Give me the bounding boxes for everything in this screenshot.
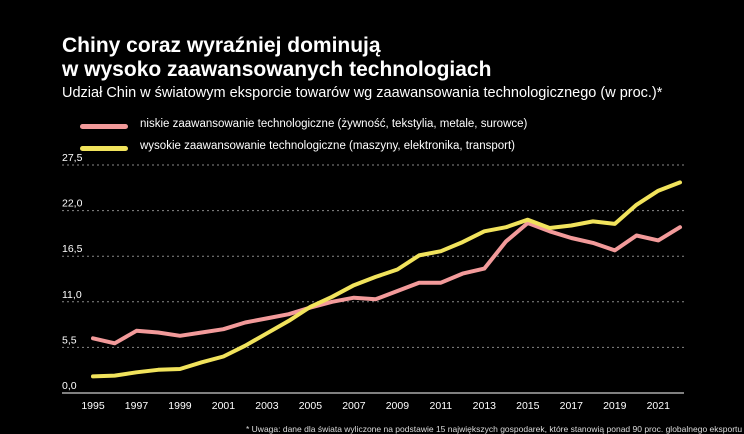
- series-line-low: [91, 221, 682, 346]
- x-tick-label: 1997: [125, 400, 149, 412]
- y-tick-label: 5,5: [62, 334, 77, 346]
- x-tick-label: 2003: [255, 400, 279, 412]
- x-tick-label: 2017: [560, 400, 584, 412]
- chart-title: Chiny coraz wyraźniej dominują w wysoko …: [62, 34, 491, 82]
- x-tick-label: 2005: [299, 400, 323, 412]
- y-tick-label: 11,0: [62, 289, 82, 301]
- x-tick-label: 2001: [212, 400, 236, 412]
- legend-label-low: niskie zaawansowanie technologiczne (żyw…: [140, 118, 528, 130]
- x-tick-label: 2015: [516, 400, 540, 412]
- x-tick-label: 2011: [430, 400, 453, 412]
- x-tick-label: 1999: [168, 400, 192, 412]
- chart-title-line1: Chiny coraz wyraźniej dominują: [62, 34, 381, 57]
- footnote: * Uwaga: dane dla świata wyliczone na po…: [246, 424, 743, 434]
- legend-swatch-high: [80, 146, 128, 151]
- series-line-high: [91, 180, 682, 379]
- x-tick-label: 2007: [342, 400, 366, 412]
- y-tick-label: 27,5: [62, 152, 83, 164]
- x-tick-label: 2019: [603, 400, 627, 412]
- x-tick-label: 2009: [386, 400, 410, 412]
- legend-label-high: wysokie zaawansowanie technologiczne (ma…: [140, 140, 515, 152]
- x-tick-label: 2021: [647, 400, 671, 412]
- x-tick-label: 1995: [81, 400, 105, 412]
- x-tick-label: 2013: [473, 400, 497, 412]
- chart-title-line2: w wysoko zaawansowanych technologiach: [62, 58, 492, 81]
- y-tick-label: 16,5: [62, 243, 83, 255]
- legend-swatch-low: [80, 124, 128, 129]
- chart-subtitle: Udział Chin w światowym eksporcie towaró…: [62, 85, 663, 101]
- y-tick-label: 22,0: [62, 198, 83, 210]
- y-tick-label: 0,0: [62, 380, 77, 392]
